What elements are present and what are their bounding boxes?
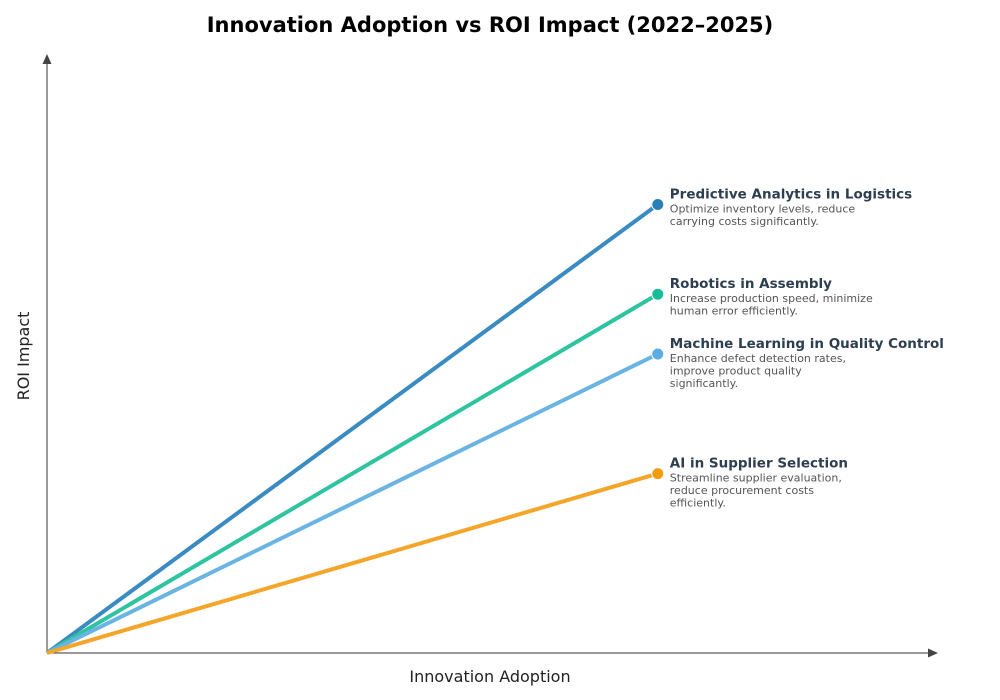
series-end-marker	[651, 287, 665, 301]
series-description: carrying costs significantly.	[670, 215, 819, 228]
series-label: Robotics in Assembly	[670, 276, 832, 292]
x-axis-arrow-icon	[928, 648, 938, 658]
y-axis-arrow-icon	[42, 54, 52, 64]
series-label: AI in Supplier Selection	[670, 456, 848, 472]
series-end-marker	[651, 467, 665, 481]
chart-title: Innovation Adoption vs ROI Impact (2022–…	[207, 13, 774, 37]
y-axis-label: ROI Impact	[14, 312, 33, 401]
series-description: Increase production speed, minimize	[670, 292, 873, 305]
series-end-marker	[651, 347, 665, 361]
series-description: Optimize inventory levels, reduce	[670, 203, 856, 216]
series-description: human error efficiently.	[670, 305, 798, 318]
x-axis-label: Innovation Adoption	[409, 667, 570, 686]
series-line	[45, 292, 659, 655]
series-description: Streamline supplier evaluation,	[670, 472, 842, 485]
series-description: improve product quality	[670, 365, 802, 378]
series-description: reduce procurement costs	[670, 484, 814, 497]
series-line	[46, 471, 659, 655]
series-end-marker	[651, 198, 665, 211]
series-label: Machine Learning in Quality Control	[670, 336, 944, 352]
series-line	[46, 352, 659, 655]
series-description: efficiently.	[670, 497, 726, 510]
series-label: Predictive Analytics in Logistics	[670, 187, 912, 203]
series-description: significantly.	[670, 377, 738, 390]
series-description: Enhance defect detection rates,	[670, 352, 846, 365]
series-line	[45, 202, 659, 655]
